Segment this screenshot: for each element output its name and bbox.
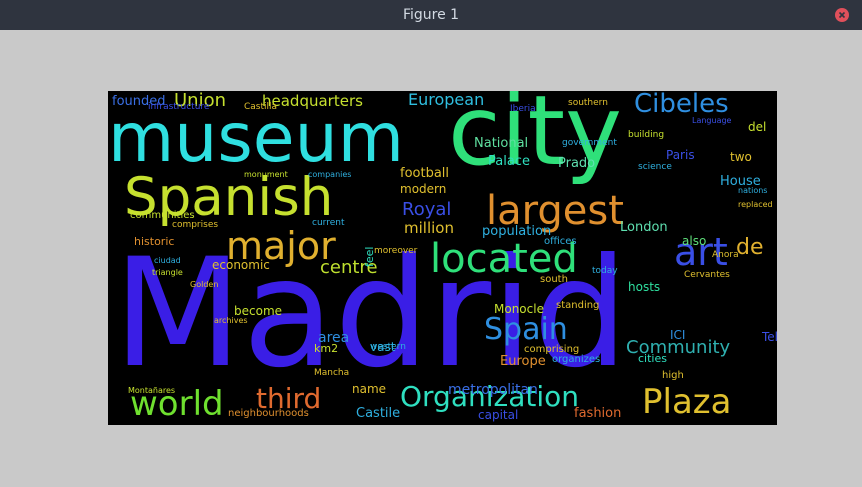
word-house: House: [720, 174, 761, 189]
word-centre: centre: [320, 257, 378, 278]
word-castilla: Castilla: [244, 102, 278, 112]
word-neighbourhoods: neighbourhoods: [228, 408, 309, 419]
word-monta-ares: Montañares: [128, 386, 176, 395]
word-southern: southern: [568, 98, 608, 108]
word-largest: largest: [486, 188, 624, 234]
word-nations: nations: [738, 186, 768, 195]
word-organization: Organization: [400, 380, 580, 413]
close-button[interactable]: [835, 8, 849, 22]
word-name: name: [352, 382, 387, 396]
word-vast: vast: [370, 340, 396, 354]
word-palace: Palace: [488, 154, 530, 169]
word-high: high: [662, 370, 684, 381]
word-population: population: [482, 224, 552, 239]
word-london: London: [620, 220, 668, 235]
word-anora: Anora: [712, 250, 739, 260]
word-third: third: [256, 382, 322, 415]
word-science: science: [638, 162, 672, 172]
word-royal: Royal: [402, 199, 452, 220]
word-communities: communities: [130, 210, 195, 221]
word-current: current: [312, 218, 345, 228]
word-also: also: [682, 234, 707, 248]
word-national: National: [474, 136, 529, 151]
word-mancha: Mancha: [314, 368, 350, 378]
word-founded: founded: [112, 94, 166, 109]
word-comprising: comprising: [524, 344, 580, 355]
word-offices: offices: [544, 236, 577, 247]
word-monument: monument: [244, 170, 288, 179]
word-standing: standing: [556, 300, 600, 311]
word-golden: Golden: [190, 280, 219, 289]
word-hosts: hosts: [628, 280, 661, 294]
word-south: south: [540, 274, 568, 285]
word-european: European: [408, 91, 485, 109]
word-modern: modern: [400, 182, 447, 196]
word-paris: Paris: [666, 148, 695, 162]
word-area: area: [318, 330, 350, 346]
word-madrid: Madrid: [113, 227, 629, 401]
word-europe: Europe: [500, 354, 546, 369]
word-cibeles: Cibeles: [634, 91, 729, 119]
word-monocle: Monocle: [494, 302, 544, 316]
word-million: million: [404, 219, 454, 237]
word-fashion: fashion: [574, 406, 622, 421]
word-del: del: [748, 120, 767, 134]
word-government: government: [562, 138, 617, 148]
word-ici: ICI: [670, 328, 686, 342]
word-prado: Prado: [558, 156, 596, 171]
word-located: located: [430, 236, 578, 282]
word-headquarters: headquarters: [262, 92, 363, 110]
word-western: western: [370, 342, 406, 352]
word-community: Community: [626, 337, 731, 358]
word-capital: capital: [478, 408, 519, 422]
word-km2: km2: [314, 342, 339, 355]
window-title: Figure 1: [402, 7, 460, 23]
wordcloud-image: Madrid city museum Spanish largest locat…: [108, 91, 777, 425]
word-ciudad: ciudad: [154, 256, 181, 265]
word-spanish: Spanish: [124, 167, 334, 228]
word-cities: cities: [638, 352, 667, 365]
word-museum: museum: [108, 99, 404, 178]
word-archives: archives: [214, 316, 248, 325]
word-iberia: Iberia: [510, 104, 536, 114]
word-city: city: [448, 91, 622, 187]
word-moreover: moreover: [374, 246, 418, 256]
word-major: major: [226, 224, 336, 268]
word-triangle: triangle: [152, 268, 183, 277]
word-castile: Castile: [356, 406, 401, 421]
word-telef-nica: Telefónica: [762, 330, 777, 344]
word-metropolitan: metropolitan: [448, 382, 538, 398]
word-companies: companies: [308, 170, 352, 179]
word-historic: historic: [134, 235, 175, 248]
window-titlebar: Figure 1: [0, 0, 862, 30]
word-two: two: [730, 150, 752, 164]
word-today: today: [592, 266, 618, 276]
word-replaced: replaced: [738, 200, 773, 209]
word-art: art: [674, 230, 728, 274]
word-union: Union: [174, 91, 227, 111]
word-de: de: [736, 235, 764, 260]
word-cervantes: Cervantes: [684, 270, 730, 280]
word-spain: Spain: [484, 312, 568, 347]
word-infrastructure: infrastructure: [148, 102, 210, 112]
word-economic: economic: [212, 258, 270, 272]
word-become: become: [234, 304, 283, 318]
word-comprises: comprises: [172, 220, 219, 230]
word-plaza: Plaza: [642, 382, 732, 422]
word-building: building: [628, 130, 665, 140]
close-icon: [838, 11, 846, 19]
word-language: Language: [692, 116, 732, 125]
word-world: world: [130, 384, 224, 424]
word-organizes: organizes: [552, 354, 601, 365]
word-football: football: [400, 166, 450, 181]
